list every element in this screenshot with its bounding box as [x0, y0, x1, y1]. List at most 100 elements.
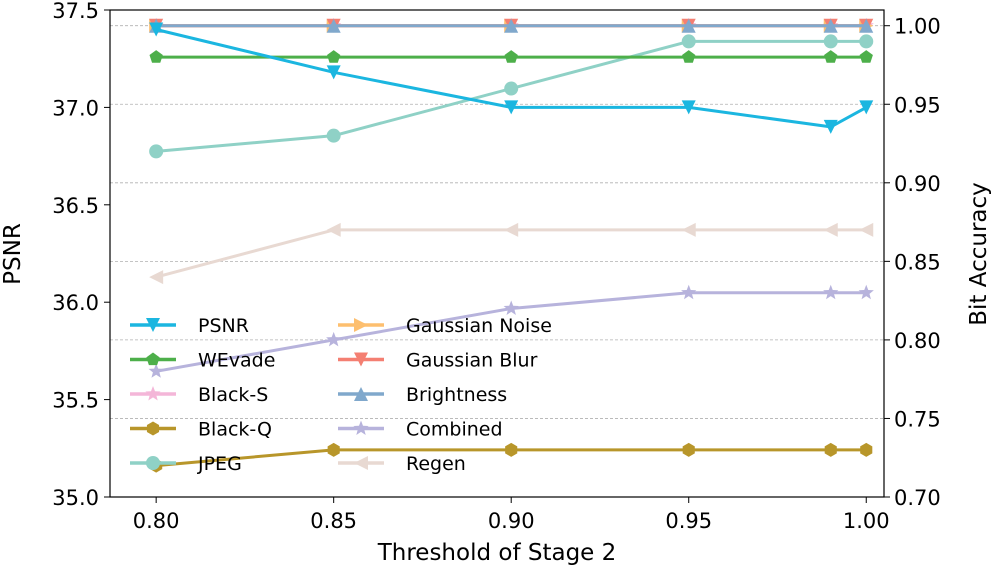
data-point-brightness — [326, 18, 341, 33]
legend-item-brightness: Brightness — [338, 384, 507, 406]
series-line-combined — [155, 291, 867, 373]
y-left-tick-label: 37.5 — [52, 0, 99, 23]
x-tick-label: 0.85 — [310, 509, 357, 533]
x-axis-label: Threshold of Stage 2 — [377, 540, 617, 566]
legend-marker-black-q — [146, 421, 160, 436]
data-point-regen — [823, 222, 838, 237]
series-combined — [148, 284, 874, 378]
data-point-psnr — [326, 65, 341, 80]
legend-label-regen: Regen — [406, 453, 466, 475]
data-point-wevade — [149, 50, 163, 63]
series-line-regen — [155, 228, 867, 279]
data-point-brightness — [823, 18, 838, 33]
data-point-black-q — [327, 442, 340, 457]
legend-item-gaussian-noise: Gaussian Noise — [338, 315, 552, 337]
data-point-jpeg — [859, 34, 874, 49]
y-right-tick-label: 0.85 — [894, 250, 941, 274]
legend-marker-combined — [353, 420, 369, 435]
data-point-psnr — [681, 100, 696, 115]
legend-label-psnr: PSNR — [198, 315, 249, 337]
plot-frame — [109, 9, 885, 498]
y-right-tick-label: 0.75 — [894, 407, 941, 431]
data-point-regen — [681, 222, 696, 237]
axes-frame: 0.80 0.85 0.90 0.95 1.00 35.0 35.5 36.0 36.5 37.0… — [52, 0, 941, 533]
series-line-psnr — [155, 28, 867, 129]
data-point-brightness — [859, 18, 874, 33]
data-point-wevade — [824, 50, 838, 63]
legend-item-wevade: WEvade — [130, 350, 275, 372]
data-point-black-q — [824, 442, 837, 457]
y-axis-left-label: PSNR — [0, 223, 26, 285]
legend-label-combined: Combined — [406, 419, 503, 441]
data-point-combined — [681, 284, 697, 300]
legend-label-black-q: Black-Q — [198, 419, 272, 441]
data-point-jpeg — [326, 128, 341, 143]
series-brightness — [149, 18, 874, 33]
legend-marker-regen — [354, 456, 368, 470]
data-point-wevade — [859, 50, 873, 63]
legend-item-regen: Regen — [338, 453, 466, 475]
legend-item-gaussian-blur: Gaussian Blur — [338, 350, 538, 372]
data-point-jpeg — [681, 34, 696, 49]
data-point-regen — [504, 222, 519, 237]
data-point-psnr — [859, 100, 874, 115]
data-point-combined — [148, 363, 164, 378]
data-point-psnr — [504, 100, 519, 115]
legend-marker-wevade — [146, 352, 160, 366]
legend-marker-psnr — [146, 318, 160, 332]
x-tick-label: 0.95 — [665, 509, 712, 533]
data-point-combined — [326, 331, 342, 347]
data-point-jpeg — [149, 144, 164, 159]
legend-marker-black-s — [145, 386, 161, 401]
data-point-black-q — [860, 442, 873, 457]
x-tick-label: 1.00 — [843, 509, 890, 533]
legend-label-brightness: Brightness — [406, 384, 507, 406]
legend-item-black-q: Black-Q — [130, 419, 272, 441]
data-point-combined — [858, 284, 874, 300]
data-point-regen — [149, 270, 164, 285]
data-point-black-q — [505, 442, 518, 457]
legend-label-wevade: WEvade — [198, 350, 275, 372]
plot-series — [148, 17, 874, 473]
legend-marker-jpeg — [146, 456, 160, 470]
legend-label-gaussian-noise: Gaussian Noise — [406, 315, 552, 337]
y-right-tick-label: 0.70 — [894, 486, 941, 510]
legend-marker-brightness — [354, 387, 368, 401]
y-right-tick-label: 0.80 — [894, 329, 941, 353]
data-point-psnr — [823, 119, 838, 134]
legend-marker-gaussian-noise — [354, 318, 368, 332]
data-point-wevade — [682, 50, 696, 63]
series-wevade — [149, 50, 873, 63]
series-jpeg — [149, 34, 874, 159]
data-point-jpeg — [823, 34, 838, 49]
legend-label-black-s: Black-S — [198, 384, 268, 406]
legend-item-combined: Combined — [338, 419, 503, 441]
legend-item-black-s: Black-S — [130, 384, 268, 406]
data-point-combined — [823, 284, 839, 300]
data-point-psnr — [149, 22, 164, 37]
x-tick-label: 0.90 — [488, 509, 535, 533]
legend-item-jpeg: JPEG — [130, 453, 242, 475]
legend-marker-gaussian-blur — [354, 352, 368, 367]
y-left-tick-label: 37.0 — [52, 96, 99, 120]
legend-label-jpeg: JPEG — [197, 453, 242, 475]
legend: PSNR WEvade Black-S Black-Q JPEG Gaussian Noi… — [130, 315, 552, 475]
y-right-tick-label: 1.00 — [894, 15, 941, 39]
data-point-wevade — [504, 50, 518, 63]
series-black-q — [150, 442, 873, 473]
data-point-brightness — [504, 18, 519, 33]
y-right-tick-label: 0.90 — [894, 172, 941, 196]
y-left-tick-label: 35.0 — [52, 486, 99, 510]
y-axis-right-label: Bit Accuracy — [966, 182, 992, 326]
data-point-regen — [326, 222, 341, 237]
y-left-tick-label: 36.0 — [52, 291, 99, 315]
series-regen — [149, 222, 874, 285]
y-right-tick-label: 0.95 — [894, 93, 941, 117]
data-point-jpeg — [504, 81, 519, 96]
x-tick-label: 0.80 — [133, 509, 180, 533]
data-point-combined — [503, 300, 519, 315]
legend-item-psnr: PSNR — [130, 315, 249, 337]
data-point-wevade — [327, 50, 341, 63]
series-psnr — [149, 22, 874, 134]
